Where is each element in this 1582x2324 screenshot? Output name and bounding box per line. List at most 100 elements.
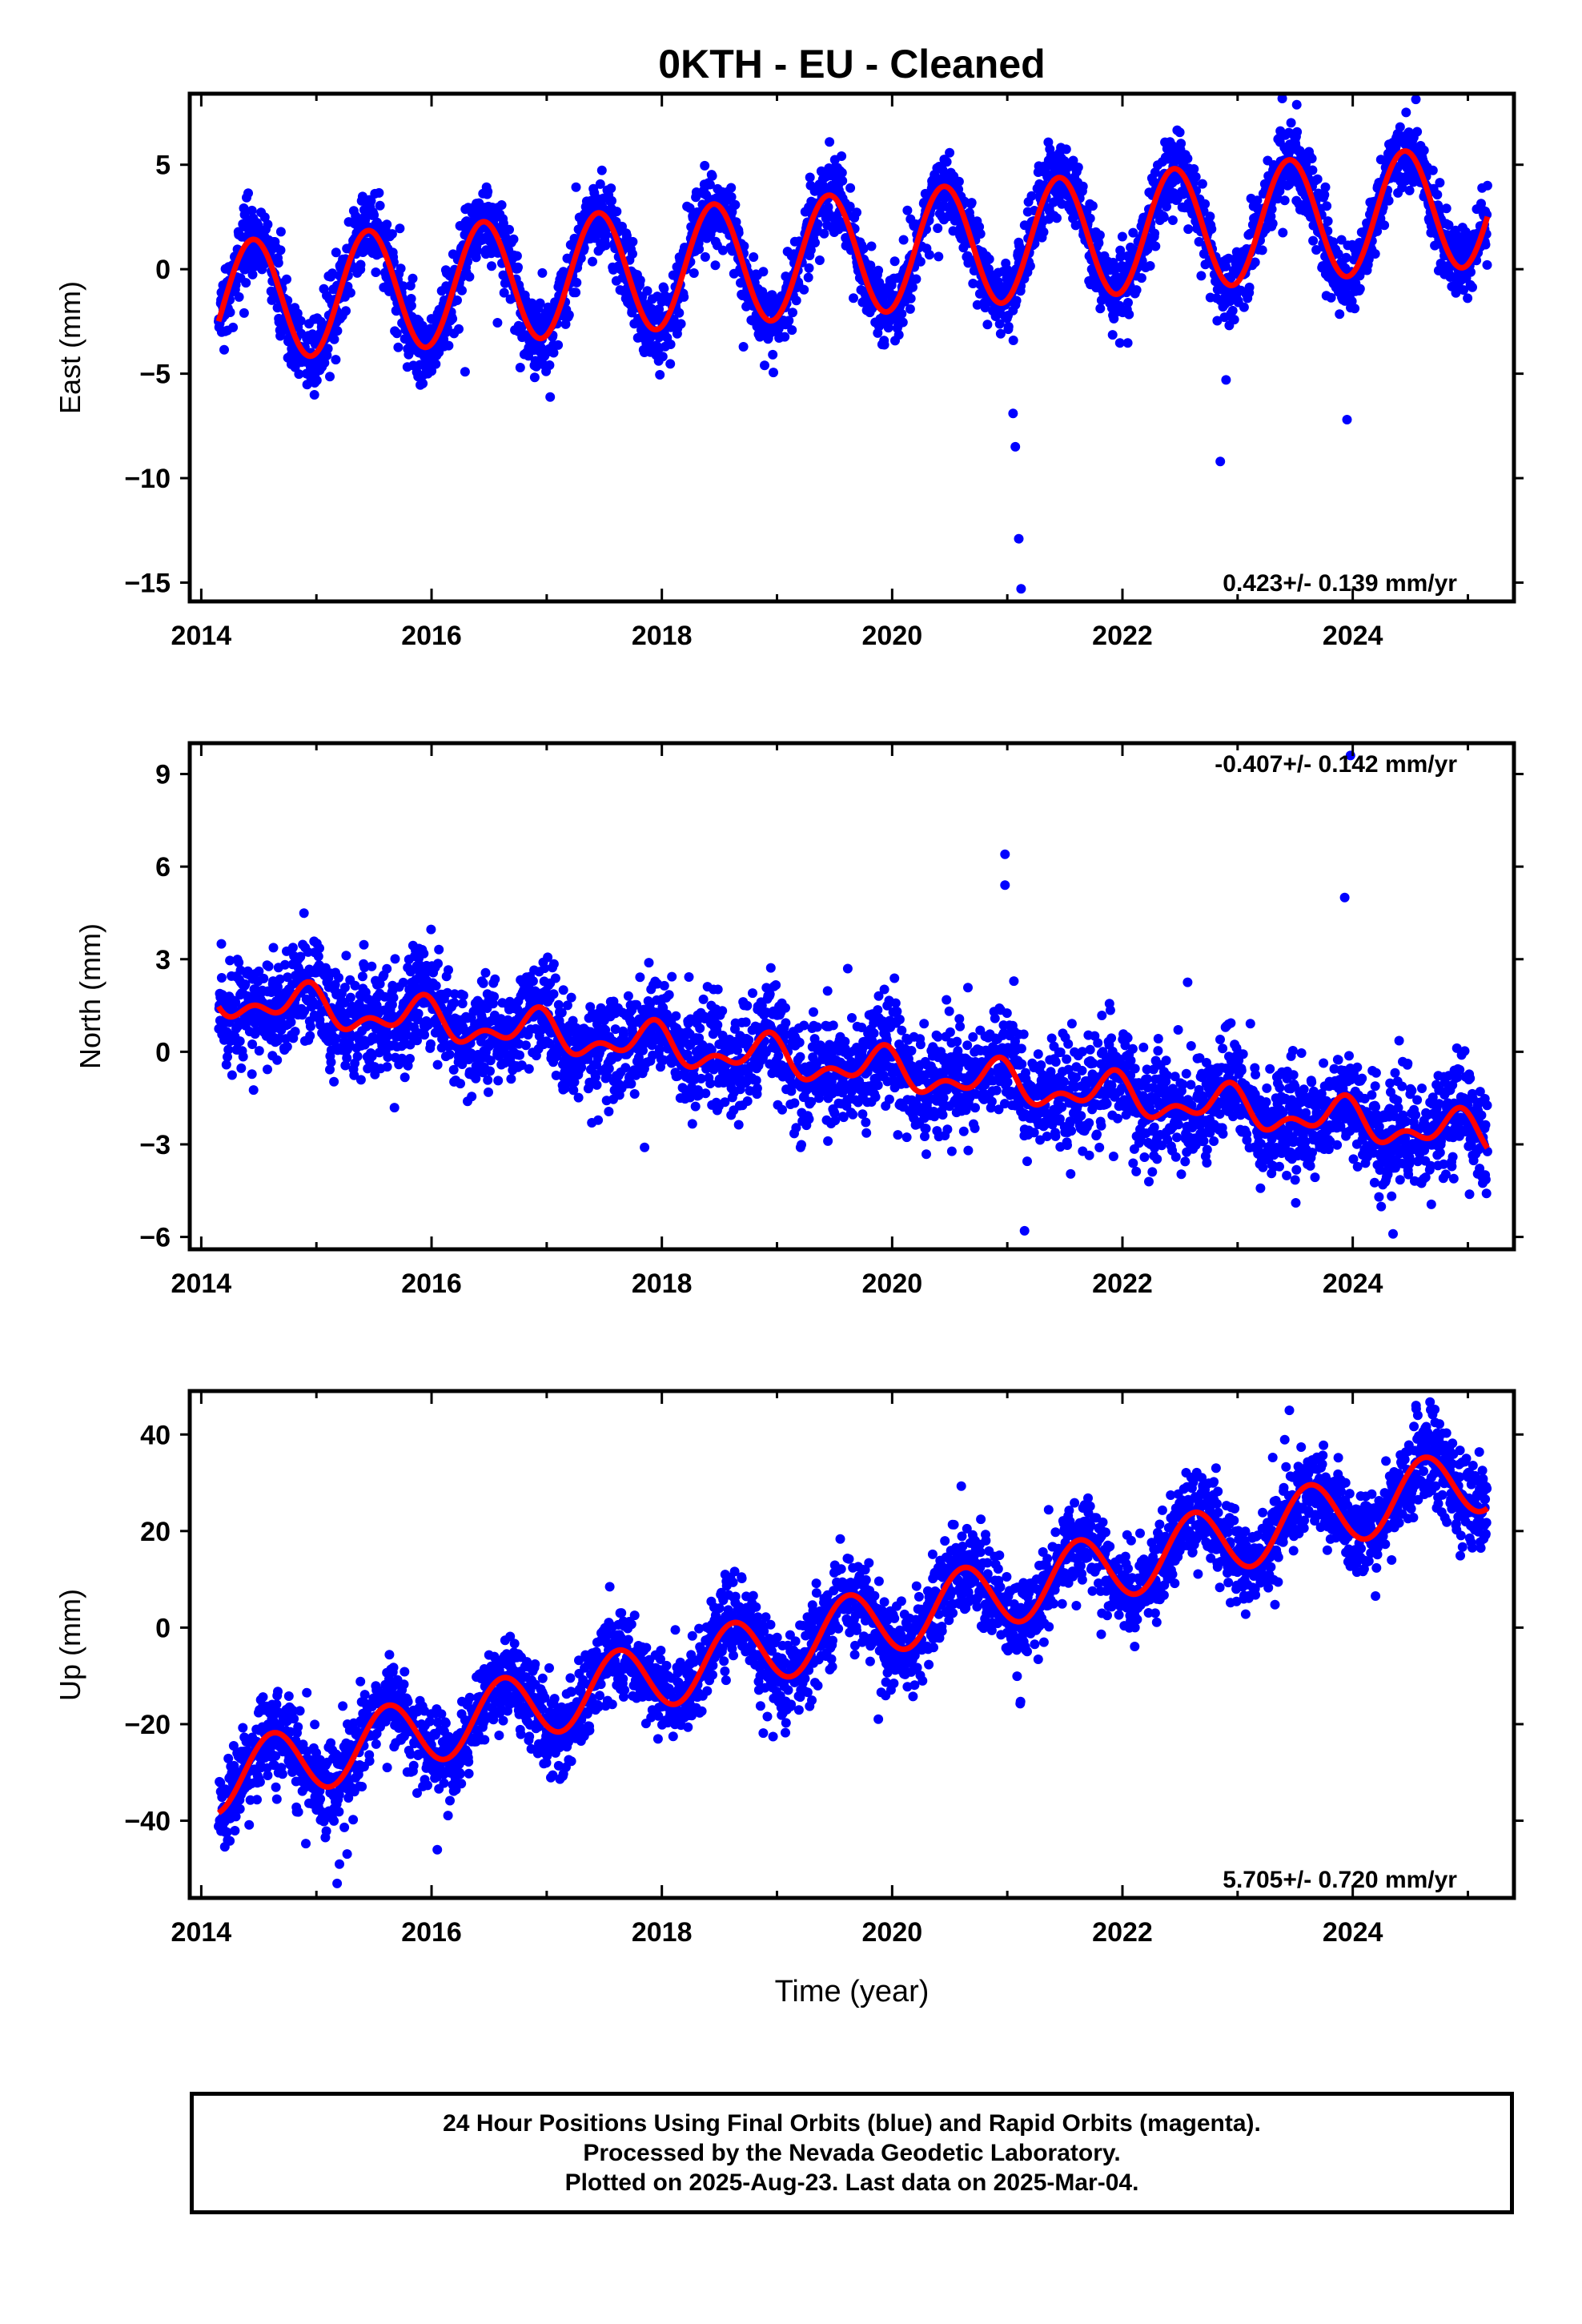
north-point (305, 1031, 315, 1041)
east-point (1158, 212, 1169, 223)
east-point (1432, 190, 1443, 200)
east-point (374, 187, 384, 198)
east-point (1205, 211, 1215, 222)
east-outlier-point (1342, 415, 1352, 424)
north-point (299, 908, 309, 919)
east-point (1162, 154, 1173, 164)
east-point (1307, 165, 1318, 175)
east-point (498, 218, 508, 228)
east-point (784, 316, 794, 326)
north-point (687, 1119, 697, 1129)
east-point (1267, 204, 1277, 215)
north-point (263, 961, 274, 971)
east-point (1412, 127, 1423, 137)
east-point (576, 253, 586, 263)
north-point (550, 973, 560, 983)
east-point (331, 355, 341, 365)
east-point (780, 332, 790, 342)
north-point (524, 1063, 534, 1074)
north-point (413, 1008, 424, 1019)
east-point (612, 207, 622, 217)
east-point (1191, 171, 1201, 182)
east-point (219, 344, 229, 355)
east-point (893, 330, 904, 340)
north-point (690, 1101, 701, 1112)
east-point (1183, 224, 1194, 235)
east-point (1124, 309, 1134, 320)
north-point (235, 1036, 245, 1047)
east-point (382, 219, 392, 230)
east-outlier-point (1221, 375, 1231, 385)
north-point (405, 1054, 415, 1063)
east-point (327, 268, 338, 279)
north-point (705, 1079, 716, 1088)
north-point (592, 1080, 602, 1090)
north-point (635, 972, 645, 983)
east-point (1107, 330, 1118, 340)
north-point (490, 974, 500, 984)
east-point (234, 292, 244, 302)
east-point (391, 328, 402, 339)
east-point (1350, 304, 1360, 314)
east-point (911, 274, 921, 284)
east-outlier-point (1014, 533, 1024, 544)
north-point (626, 1079, 636, 1089)
north-point (520, 1040, 531, 1051)
east-point (487, 261, 496, 271)
north-point (478, 978, 488, 988)
east-point (805, 245, 816, 255)
north-point (713, 984, 723, 995)
east-point (966, 198, 977, 208)
east-point (739, 241, 749, 251)
east-point (1336, 235, 1347, 245)
east-point (889, 256, 900, 267)
north-point (604, 1063, 614, 1074)
east-point (1008, 336, 1018, 345)
east-point (1115, 251, 1126, 262)
east-point (600, 240, 611, 251)
east-point (408, 273, 418, 283)
north-point (659, 980, 669, 991)
east-point (898, 235, 909, 245)
north-point (483, 1075, 493, 1085)
east-point (665, 359, 676, 369)
east-point (1061, 144, 1071, 155)
east-point (1011, 296, 1022, 306)
east-outlier-point (1010, 441, 1021, 452)
east-point (628, 236, 638, 247)
east-xtick-label: 2018 (632, 621, 693, 651)
east-point (1322, 201, 1332, 211)
east-point (512, 251, 522, 261)
north-point (263, 1064, 272, 1075)
east-point (1466, 267, 1476, 277)
east-point (1207, 224, 1217, 234)
east-outlier-point (1008, 408, 1018, 419)
east-point (571, 182, 581, 192)
east-point (749, 252, 759, 262)
east-point (1109, 313, 1119, 324)
east-point (858, 243, 869, 254)
north-point (238, 1051, 248, 1062)
east-point (866, 241, 877, 251)
east-point (247, 205, 257, 215)
north-point (382, 963, 392, 974)
north-point (400, 1072, 410, 1083)
east-point (1197, 179, 1207, 189)
east-point (655, 370, 665, 380)
north-point (684, 972, 694, 982)
east-point (1003, 321, 1014, 332)
east-point (1379, 220, 1390, 231)
east-model-fit-line (215, 148, 1491, 360)
east-point (496, 200, 507, 210)
east-point (805, 172, 815, 183)
east-point (1145, 261, 1155, 271)
east-point (535, 298, 545, 308)
east-point (813, 219, 823, 229)
east-point (444, 340, 454, 351)
east-point (1326, 292, 1336, 303)
east-point (1068, 155, 1078, 166)
east-point (1468, 282, 1477, 292)
east-point (621, 231, 632, 241)
east-point (345, 287, 355, 298)
